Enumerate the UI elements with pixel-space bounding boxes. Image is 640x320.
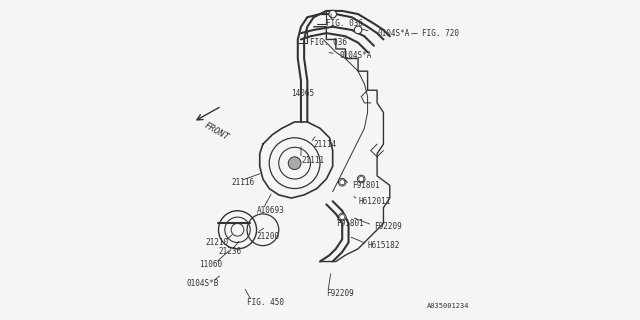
Text: F91801: F91801 xyxy=(336,219,364,228)
Text: F92209: F92209 xyxy=(326,289,354,298)
Circle shape xyxy=(357,175,365,183)
Text: 0104S*A: 0104S*A xyxy=(339,51,371,60)
Circle shape xyxy=(288,157,301,170)
Text: FIG. 036: FIG. 036 xyxy=(326,19,364,28)
Text: 0104S*B: 0104S*B xyxy=(187,279,219,288)
Circle shape xyxy=(339,178,346,186)
Text: F91801: F91801 xyxy=(352,181,380,190)
Text: FIG. 450: FIG. 450 xyxy=(247,298,284,307)
Text: 0104S*A: 0104S*A xyxy=(377,28,410,38)
Text: 21116: 21116 xyxy=(231,178,254,187)
Text: 21236: 21236 xyxy=(218,247,242,257)
Text: F92209: F92209 xyxy=(374,222,402,231)
Text: FIG. 720: FIG. 720 xyxy=(422,28,458,38)
Circle shape xyxy=(329,10,337,18)
Text: H615182: H615182 xyxy=(367,241,400,250)
Text: 11060: 11060 xyxy=(200,260,223,269)
Circle shape xyxy=(339,213,346,221)
Text: A10693: A10693 xyxy=(257,206,284,215)
Text: H612011: H612011 xyxy=(358,197,390,206)
Text: FIG. 036: FIG. 036 xyxy=(310,38,348,47)
Text: 21200: 21200 xyxy=(257,232,280,241)
Text: 21114: 21114 xyxy=(314,140,337,148)
Text: 14065: 14065 xyxy=(291,89,315,98)
Text: FRONT: FRONT xyxy=(203,121,231,142)
Text: A035001234: A035001234 xyxy=(427,303,469,309)
Text: 21111: 21111 xyxy=(301,156,324,164)
Circle shape xyxy=(355,26,362,34)
Text: 21210: 21210 xyxy=(206,238,229,247)
